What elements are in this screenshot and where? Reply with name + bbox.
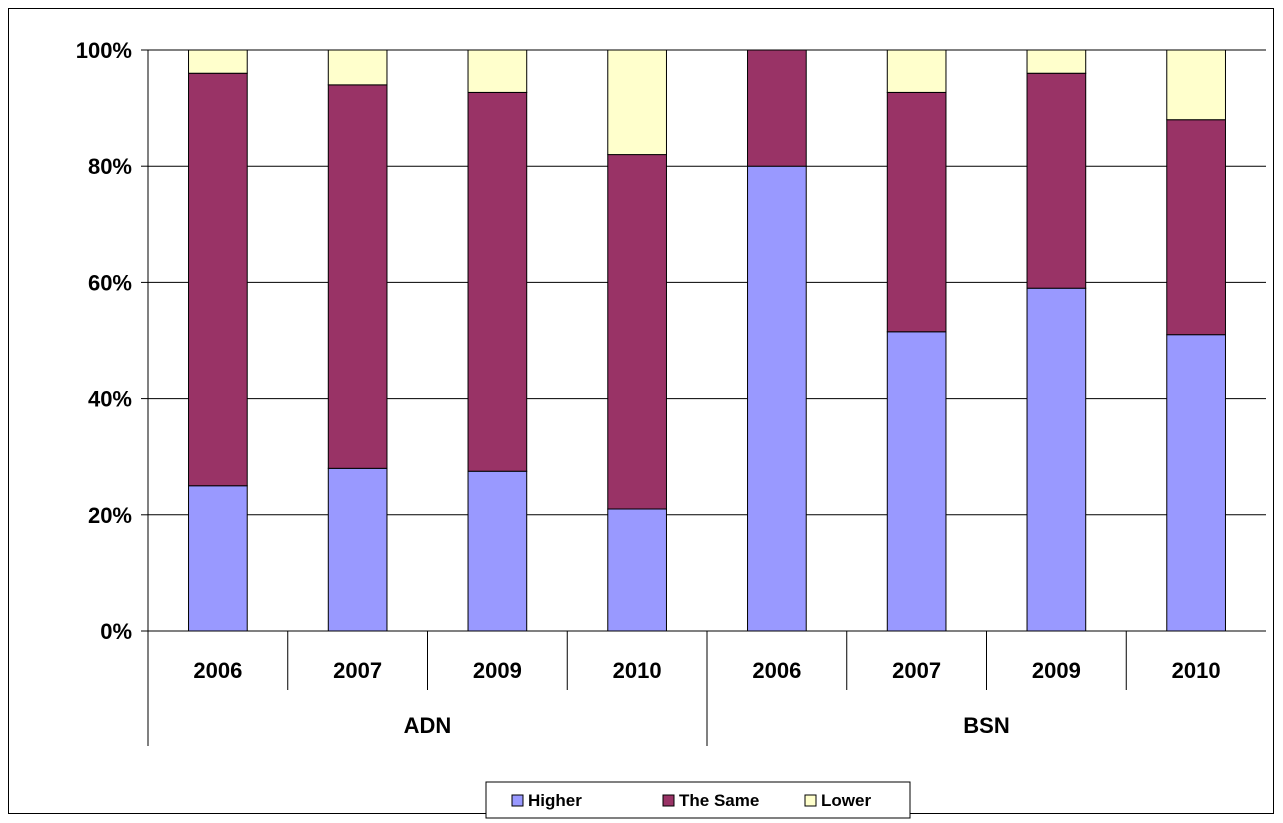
legend: Higher The Same Lower [485, 781, 911, 819]
axes [141, 49, 1266, 746]
bar-segment-higher [747, 165, 807, 632]
bar-segment-the-same [1166, 119, 1226, 336]
legend-label-the-same: The Same [679, 791, 759, 810]
legend-box [485, 781, 911, 819]
bar-segment-higher [467, 470, 528, 632]
bar-segment-the-same [1026, 72, 1087, 289]
gridlines [148, 49, 1266, 516]
x-group-label: ADN [404, 713, 452, 738]
bars [188, 49, 1226, 632]
x-category-label: 2010 [613, 658, 662, 683]
bar-segment-lower [467, 49, 528, 93]
x-group-label: BSN [963, 713, 1009, 738]
y-tick-label: 20% [88, 503, 132, 528]
legend-swatch-the-same [662, 794, 675, 807]
bar-segment-the-same [327, 84, 388, 469]
legend-swatch-lower [804, 794, 817, 807]
bar-segment-higher [886, 331, 947, 632]
x-category-label: 2007 [892, 658, 941, 683]
bar-segment-the-same [886, 91, 947, 333]
x-category-label: 2006 [193, 658, 242, 683]
bar-segment-lower [607, 49, 667, 156]
bar-segment-lower [1026, 49, 1087, 74]
x-category-label: 2006 [752, 658, 801, 683]
bar-segment-the-same [188, 72, 248, 487]
y-tick-label: 0% [100, 619, 132, 644]
x-category-label: 2010 [1172, 658, 1221, 683]
bar-segment-the-same [747, 49, 807, 167]
bar-segment-lower [327, 49, 388, 86]
y-tick-label: 100% [76, 38, 132, 63]
x-category-label: 2007 [333, 658, 382, 683]
legend-label-lower: Lower [821, 791, 871, 810]
y-tick-label: 40% [88, 387, 132, 412]
x-category-label: 2009 [473, 658, 522, 683]
bar-segment-the-same [607, 154, 667, 510]
bar-segment-the-same [467, 91, 528, 472]
bar-segment-lower [886, 49, 947, 93]
y-tick-label: 80% [88, 154, 132, 179]
bar-segment-higher [607, 508, 667, 632]
bar-segment-higher [327, 467, 388, 632]
bar-segment-lower [1166, 49, 1226, 121]
x-category-labels: 2006 2007 2009 2010 2006 2007 2009 2010 ADN BSN [193, 658, 1220, 738]
legend-label-higher: Higher [528, 791, 582, 810]
y-tick-labels: 0% 20% 40% 60% 80% 100% [76, 38, 132, 644]
bar-segment-higher [188, 485, 248, 632]
bar-segment-higher [1166, 334, 1226, 632]
x-category-label: 2009 [1032, 658, 1081, 683]
y-tick-label: 60% [88, 270, 132, 295]
bar-segment-higher [1026, 287, 1087, 632]
bar-segment-lower [188, 49, 248, 74]
legend-swatch-higher [511, 794, 524, 807]
